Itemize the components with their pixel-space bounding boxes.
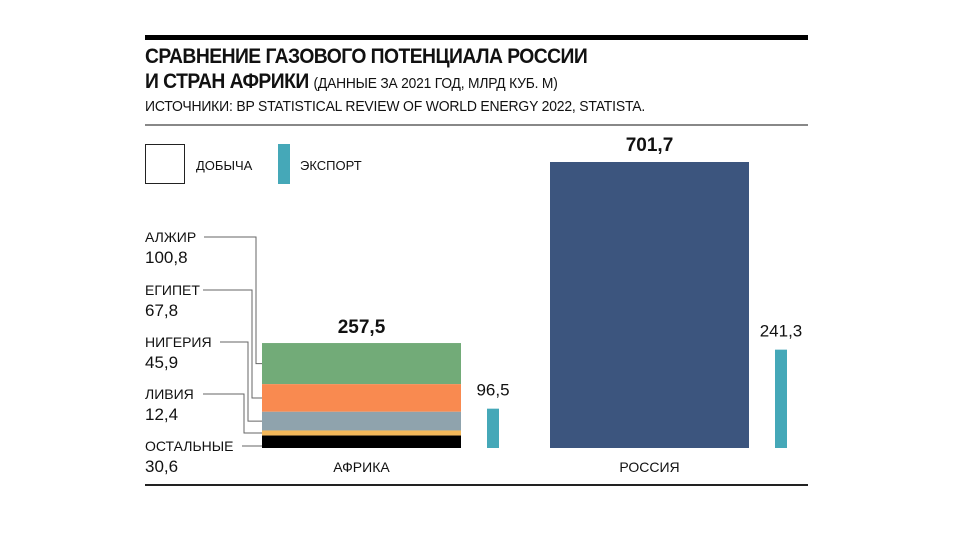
country-label-1: АЛЖИР	[145, 229, 196, 245]
category-label-africa: АФРИКА	[333, 459, 390, 475]
country-label-4: ЛИВИЯ	[145, 386, 194, 402]
divider	[145, 124, 808, 126]
country-value-5: 30,6	[145, 457, 178, 476]
legend-production-label: ДОБЫЧА	[196, 158, 253, 173]
category-label-russia: РОССИЯ	[619, 459, 679, 475]
leader-line-3	[220, 341, 262, 422]
country-value-1: 100,8	[145, 248, 188, 267]
country-label-2: ЕГИПЕТ	[145, 282, 200, 298]
top-rule	[145, 35, 808, 40]
chart-title: СРАВНЕНИЕ ГАЗОВОГО ПОТЕНЦИАЛА РОССИИ	[145, 45, 588, 68]
country-label-5: ОСТАЛЬНЫЕ	[145, 438, 233, 454]
legend-production-swatch	[145, 144, 185, 184]
total-label-africa: 257,5	[338, 317, 386, 338]
country-value-2: 67,8	[145, 301, 178, 320]
chart-title-line2: И СТРАН АФРИКИ (ДАННЫЕ ЗА 2021 ГОД, МЛРД…	[145, 70, 558, 94]
bar-segment-2	[262, 384, 461, 412]
export-label-russia: 241,3	[760, 322, 803, 341]
bar-segment-1	[262, 343, 461, 385]
country-value-4: 12,4	[145, 405, 178, 424]
legend-export-label: ЭКСПОРТ	[300, 158, 362, 173]
baseline-rule	[145, 484, 808, 486]
leader-line-4	[203, 393, 262, 434]
leader-line-1	[204, 236, 262, 365]
legend-export-swatch	[278, 144, 290, 184]
export-label-africa: 96,5	[476, 381, 509, 400]
title-line2-text: И СТРАН АФРИКИ	[145, 70, 309, 93]
bar-segment-3	[262, 411, 461, 431]
bar-russia-production	[550, 162, 749, 448]
leader-line-2	[203, 289, 262, 399]
chart-subtitle: (ДАННЫЕ ЗА 2021 ГОД, МЛРД КУБ. М)	[313, 75, 558, 92]
bar-segment-5	[262, 435, 461, 448]
source-note: ИСТОЧНИКИ: BP STATISTICAL REVIEW OF WORL…	[145, 98, 646, 115]
country-label-3: НИГЕРИЯ	[145, 334, 212, 350]
country-value-3: 45,9	[145, 353, 178, 372]
bar-export-africa	[487, 408, 499, 448]
total-label-russia: 701,7	[626, 135, 674, 156]
bar-export-russia	[775, 349, 787, 448]
bar-segment-4	[262, 430, 461, 436]
